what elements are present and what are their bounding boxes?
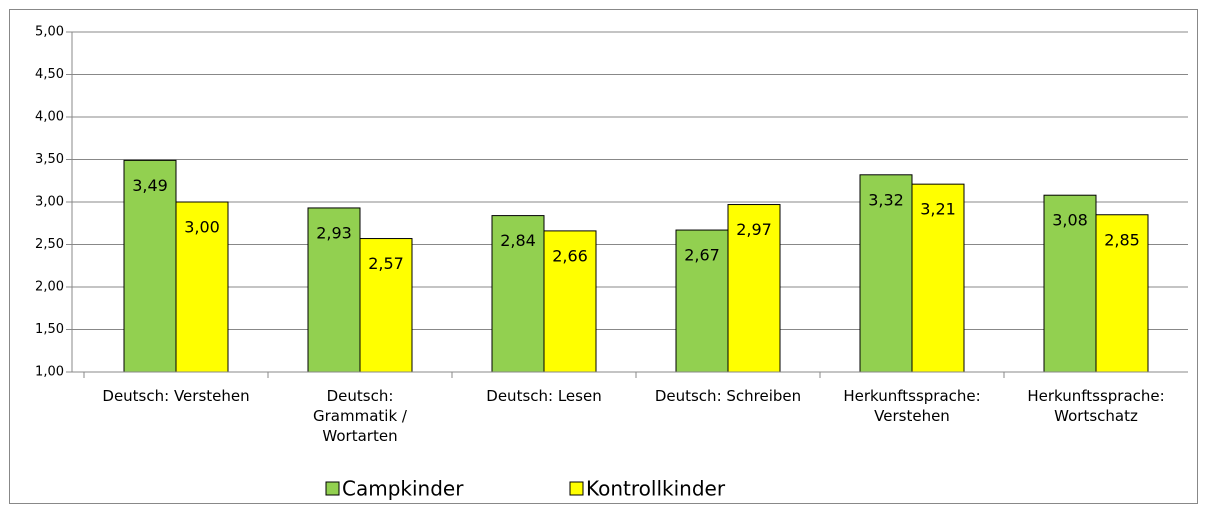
legend-swatch xyxy=(325,481,340,496)
value-label: 2,66 xyxy=(552,246,588,265)
value-label: 3,49 xyxy=(132,176,168,195)
bar xyxy=(727,204,781,373)
value-label: 2,93 xyxy=(316,223,352,242)
y-tick-label: 1,00 xyxy=(35,365,64,380)
y-tick-label: 4,00 xyxy=(35,110,64,125)
value-label: 3,32 xyxy=(868,190,904,209)
bar xyxy=(859,174,913,373)
y-tick-label: 2,50 xyxy=(35,237,64,252)
bar xyxy=(1095,214,1149,373)
value-label: 2,85 xyxy=(1104,230,1140,249)
value-label: 3,08 xyxy=(1052,211,1088,230)
value-label: 3,21 xyxy=(920,200,956,219)
x-tick-label: Deutsch: Grammatik / Wortarten xyxy=(313,387,407,445)
value-label: 2,67 xyxy=(684,246,720,265)
x-tick-label: Herkunftssprache: Wortschatz xyxy=(1027,387,1165,425)
bar xyxy=(307,207,361,373)
y-tick-label: 3,00 xyxy=(35,195,64,210)
bar xyxy=(175,201,229,373)
x-tick-label: Deutsch: Lesen xyxy=(486,387,602,405)
value-label: 2,97 xyxy=(736,220,772,239)
x-tick-label: Deutsch: Verstehen xyxy=(102,387,250,405)
value-label: 2,84 xyxy=(500,231,536,250)
y-tick-label: 1,50 xyxy=(35,322,64,337)
value-label: 2,57 xyxy=(368,254,404,273)
x-tick-label: Herkunftssprache: Verstehen xyxy=(843,387,981,425)
x-tick-label: Deutsch: Schreiben xyxy=(654,387,802,405)
y-tick-label: 5,00 xyxy=(35,25,64,40)
y-tick-label: 3,50 xyxy=(35,152,64,167)
legend-label: Kontrollkinder xyxy=(586,477,726,501)
bar xyxy=(911,183,965,373)
value-label: 3,00 xyxy=(184,218,220,237)
bar xyxy=(543,230,597,373)
bar xyxy=(1043,194,1097,373)
y-tick-label: 4,50 xyxy=(35,67,64,82)
y-tick-label: 2,00 xyxy=(35,280,64,295)
bar xyxy=(675,229,729,373)
bar xyxy=(123,159,177,373)
legend-swatch xyxy=(569,481,584,496)
legend-label: Campkinder xyxy=(342,477,464,501)
